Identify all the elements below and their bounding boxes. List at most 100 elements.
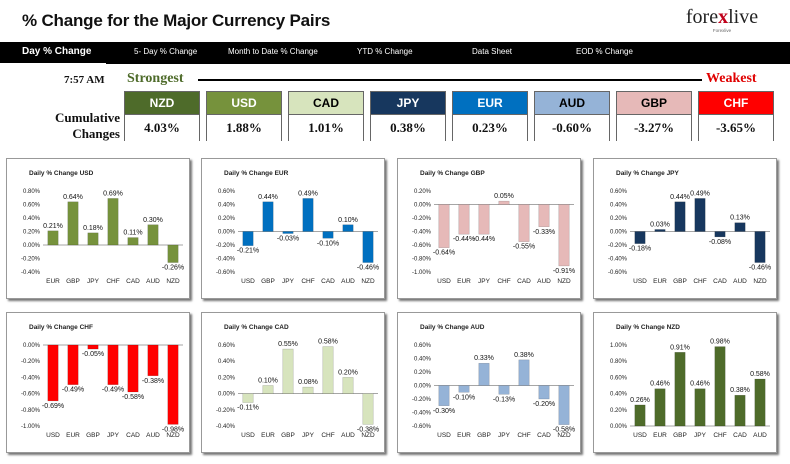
bar-jpy xyxy=(282,231,294,234)
bar-gbp xyxy=(282,348,294,394)
y-tick-label: -0.40% xyxy=(216,424,236,430)
data-label: 0.05% xyxy=(494,193,514,200)
bar-cad xyxy=(322,231,334,239)
category-label: JPY xyxy=(478,278,491,285)
data-label: -0.46% xyxy=(357,265,379,272)
tab-data-sheet[interactable]: Data Sheet xyxy=(472,47,513,56)
data-label: 0.91% xyxy=(670,344,690,351)
y-tick-label: -0.20% xyxy=(21,257,41,263)
category-label: USD xyxy=(633,278,647,285)
bar-usd xyxy=(438,204,450,248)
category-label: CHF xyxy=(517,432,530,439)
currency-cumulative-value: -3.65% xyxy=(699,114,773,141)
currency-box-jpy: JPY 0.38% xyxy=(370,91,446,141)
currency-name: CHF xyxy=(699,92,773,114)
category-label: EUR xyxy=(457,432,471,439)
bar-aud xyxy=(538,204,550,228)
data-label: -0.10% xyxy=(453,394,475,401)
chart-panel-eur: Daily % Change EUR 0.60% 0.40% 0.20% 0.00% -0… xyxy=(201,158,385,299)
currency-cumulative-value: 0.23% xyxy=(453,114,527,141)
category-label: CHF xyxy=(693,278,706,285)
bar-chf xyxy=(107,198,119,246)
y-tick-label: 0.20% xyxy=(414,370,432,376)
y-tick-label: -0.80% xyxy=(21,408,41,414)
currency-cumulative-value: -0.60% xyxy=(535,114,609,141)
category-label: USD xyxy=(437,278,451,285)
data-label: -0.21% xyxy=(237,248,259,255)
y-tick-label: 0.00% xyxy=(23,243,41,249)
category-label: CHF xyxy=(106,278,119,285)
data-label: -0.98% xyxy=(162,426,184,433)
tab-eod-change[interactable]: EOD % Change xyxy=(576,47,633,56)
data-label: 0.46% xyxy=(650,381,670,388)
y-tick-label: 0.60% xyxy=(218,343,236,349)
tab-day-change[interactable]: Day % Change xyxy=(22,46,92,57)
bar-chf xyxy=(498,200,510,205)
data-label: -0.30% xyxy=(433,408,455,415)
currency-box-gbp: GBP -3.27% xyxy=(616,91,692,141)
bar-aud xyxy=(342,224,354,232)
data-label: 0.38% xyxy=(730,387,750,394)
y-tick-label: 0.20% xyxy=(414,189,432,195)
currency-name: NZD xyxy=(125,92,199,114)
y-tick-label: -0.60% xyxy=(412,243,432,249)
data-label: 0.26% xyxy=(630,397,650,404)
category-label: EUR xyxy=(457,278,471,285)
y-tick-label: 0.20% xyxy=(610,408,628,414)
bar-chf xyxy=(714,346,726,427)
bar-jpy xyxy=(107,344,119,385)
y-tick-label: 0.00% xyxy=(414,384,432,390)
tab-bar: Day % Change 5- Day % Change Month to Da… xyxy=(0,42,790,64)
y-tick-label: -0.40% xyxy=(412,230,432,236)
category-label: EUR xyxy=(46,278,60,285)
data-label: -0.05% xyxy=(82,351,104,358)
strength-arrow-line xyxy=(198,79,702,81)
chart-svg: Daily % Change GBP 0.20% 0.00% -0.20% -0.40%… xyxy=(412,170,575,285)
bar-eur xyxy=(262,385,274,394)
bar-chf xyxy=(322,346,334,394)
y-tick-label: 0.20% xyxy=(610,216,628,222)
y-tick-label: 0.00% xyxy=(610,230,628,236)
bar-cad xyxy=(127,344,139,393)
bar-nzd xyxy=(362,231,374,263)
y-tick-label: 0.40% xyxy=(610,203,628,209)
bar-cad xyxy=(127,237,139,246)
y-tick-label: -0.60% xyxy=(21,392,41,398)
tab-5-day-change[interactable]: 5- Day % Change xyxy=(134,47,198,56)
bar-gbp xyxy=(262,201,274,232)
data-label: -0.58% xyxy=(122,394,144,401)
page-title: % Change for the Major Currency Pairs xyxy=(22,11,331,30)
category-label: CHF xyxy=(321,432,334,439)
logo-text-b: live xyxy=(728,6,759,28)
category-label: AUD xyxy=(146,432,160,439)
bar-cad xyxy=(538,385,550,400)
category-label: CHF xyxy=(713,432,726,439)
category-label: NZD xyxy=(361,432,375,439)
tab-month-to-date[interactable]: Month to Date % Change xyxy=(228,47,318,56)
y-tick-label: -0.40% xyxy=(21,270,41,276)
data-label: -0.44% xyxy=(473,236,495,243)
y-tick-label: 0.60% xyxy=(23,203,41,209)
currency-name: JPY xyxy=(371,92,445,114)
timestamp: 7:57 AM xyxy=(64,74,105,86)
y-tick-label: 0.60% xyxy=(414,343,432,349)
bar-chf xyxy=(518,359,530,386)
data-label: -0.38% xyxy=(142,378,164,385)
logo-text-x: x xyxy=(718,6,729,28)
bar-nzd xyxy=(362,393,374,425)
y-tick-label: -1.00% xyxy=(21,424,41,430)
category-label: AUD xyxy=(753,432,767,439)
currency-cumulative-value: 1.01% xyxy=(289,114,363,141)
category-label: USD xyxy=(46,432,60,439)
forexlive-logo[interactable]: forexlive Forexlive xyxy=(668,6,776,40)
category-label: AUD xyxy=(146,278,160,285)
tab-ytd-change[interactable]: YTD % Change xyxy=(357,47,413,56)
bar-jpy xyxy=(478,204,490,235)
bar-jpy xyxy=(302,386,314,394)
bar-eur xyxy=(67,344,79,385)
category-label: CAD xyxy=(126,432,140,439)
data-label: -0.26% xyxy=(162,265,184,272)
bar-cad xyxy=(714,231,726,238)
data-label: 0.20% xyxy=(338,369,358,376)
y-tick-label: -0.20% xyxy=(216,243,236,249)
